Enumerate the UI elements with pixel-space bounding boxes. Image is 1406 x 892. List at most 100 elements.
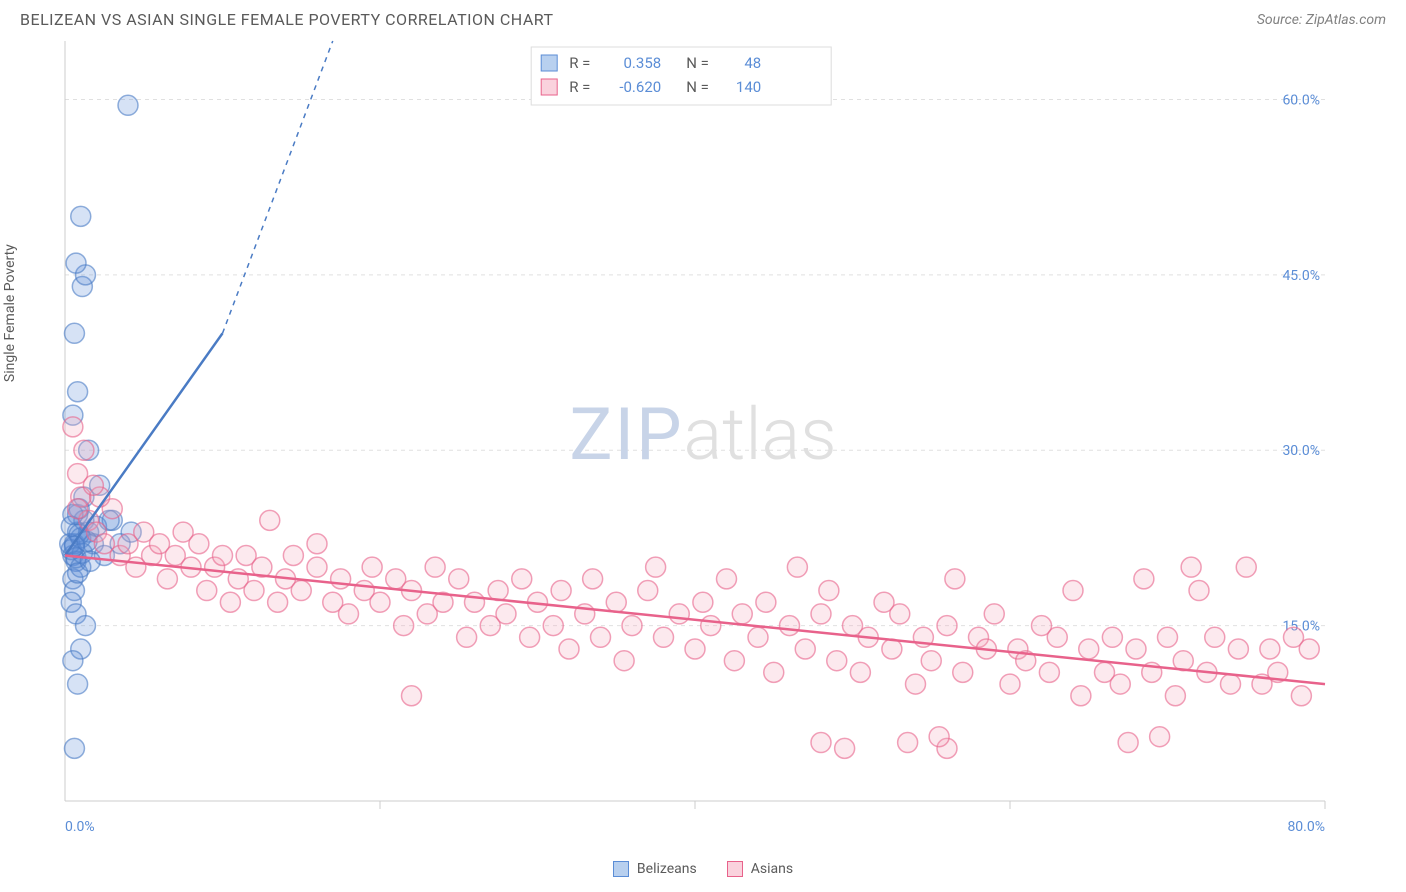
data-point xyxy=(882,639,902,659)
legend-n-value: 48 xyxy=(744,54,761,72)
data-point xyxy=(1000,674,1020,694)
data-point xyxy=(291,581,311,601)
data-point xyxy=(244,581,264,601)
data-point xyxy=(606,592,626,612)
data-point xyxy=(929,727,949,747)
legend-item: Asians xyxy=(727,861,793,877)
data-point xyxy=(811,733,831,753)
data-point xyxy=(75,616,95,636)
data-point xyxy=(1126,639,1146,659)
data-point xyxy=(559,639,579,659)
data-point xyxy=(583,569,603,589)
data-point xyxy=(1189,581,1209,601)
data-point xyxy=(457,627,477,647)
data-point xyxy=(654,627,674,647)
data-point xyxy=(425,557,445,577)
data-point xyxy=(827,651,847,671)
data-point xyxy=(1102,627,1122,647)
chart-source: Source: ZipAtlas.com xyxy=(1257,12,1386,28)
data-point xyxy=(669,604,689,624)
data-point xyxy=(906,674,926,694)
chart-container: Single Female Poverty ZIPatlas 15.0%30.0… xyxy=(20,31,1386,855)
data-point xyxy=(984,604,1004,624)
data-point xyxy=(68,382,88,402)
data-point xyxy=(1291,686,1311,706)
data-point xyxy=(63,651,83,671)
data-point xyxy=(1063,581,1083,601)
data-point xyxy=(64,323,84,343)
y-axis-label: Single Female Poverty xyxy=(2,244,18,382)
data-point xyxy=(1221,674,1241,694)
data-point xyxy=(850,662,870,682)
data-point xyxy=(1228,639,1248,659)
data-point xyxy=(732,604,752,624)
data-point xyxy=(74,440,94,460)
ytick-label: 60.0% xyxy=(1282,92,1320,108)
data-point xyxy=(1110,674,1130,694)
data-point xyxy=(795,639,815,659)
data-point xyxy=(512,569,532,589)
data-point xyxy=(780,616,800,636)
ytick-label: 45.0% xyxy=(1282,268,1320,284)
data-point xyxy=(724,651,744,671)
data-point xyxy=(394,616,414,636)
data-point xyxy=(835,738,855,758)
data-point xyxy=(591,627,611,647)
data-point xyxy=(1134,569,1154,589)
data-point xyxy=(701,616,721,636)
data-point xyxy=(1236,557,1256,577)
xtick-label: 0.0% xyxy=(65,819,95,835)
legend-n-label: N = xyxy=(686,78,709,96)
data-point xyxy=(945,569,965,589)
data-point xyxy=(1047,627,1067,647)
data-point xyxy=(1071,686,1091,706)
data-point xyxy=(189,534,209,554)
data-point xyxy=(1158,627,1178,647)
data-point xyxy=(307,534,327,554)
top-legend: R =0.358N =48R =-0.620N =140 xyxy=(531,47,831,105)
data-point xyxy=(83,475,103,495)
data-point xyxy=(213,545,233,565)
data-point xyxy=(520,627,540,647)
data-point xyxy=(717,569,737,589)
data-point xyxy=(1150,727,1170,747)
data-point xyxy=(1205,627,1225,647)
data-point xyxy=(764,662,784,682)
data-point xyxy=(921,651,941,671)
data-point xyxy=(693,592,713,612)
data-point xyxy=(118,95,138,115)
data-point xyxy=(898,733,918,753)
data-point xyxy=(614,651,634,671)
xtick-label: 80.0% xyxy=(1287,819,1325,835)
data-point xyxy=(1260,639,1280,659)
data-point xyxy=(646,557,666,577)
chart-title: BELIZEAN VS ASIAN SINGLE FEMALE POVERTY … xyxy=(20,10,554,29)
chart-header: BELIZEAN VS ASIAN SINGLE FEMALE POVERTY … xyxy=(0,0,1406,31)
data-point xyxy=(80,551,100,571)
data-point xyxy=(268,592,288,612)
data-point xyxy=(465,592,485,612)
legend-r-label: R = xyxy=(569,54,590,72)
data-point xyxy=(64,738,84,758)
data-point xyxy=(953,662,973,682)
data-point xyxy=(819,581,839,601)
bottom-legend: Belizeans Asians xyxy=(0,861,1406,877)
data-point xyxy=(1165,686,1185,706)
data-point xyxy=(1118,733,1138,753)
legend-label: Belizeans xyxy=(637,861,697,877)
ytick-label: 30.0% xyxy=(1282,443,1320,459)
data-point xyxy=(370,592,390,612)
legend-label: Asians xyxy=(751,861,793,877)
data-point xyxy=(685,639,705,659)
legend-r-value: 0.358 xyxy=(624,54,662,72)
legend-n-value: 140 xyxy=(736,78,761,96)
data-point xyxy=(622,616,642,636)
legend-swatch xyxy=(541,55,557,71)
data-point xyxy=(787,557,807,577)
data-point xyxy=(1039,662,1059,682)
data-point xyxy=(1299,639,1319,659)
data-point xyxy=(220,592,240,612)
legend-n-label: N = xyxy=(686,54,709,72)
data-point xyxy=(283,545,303,565)
data-point xyxy=(307,557,327,577)
